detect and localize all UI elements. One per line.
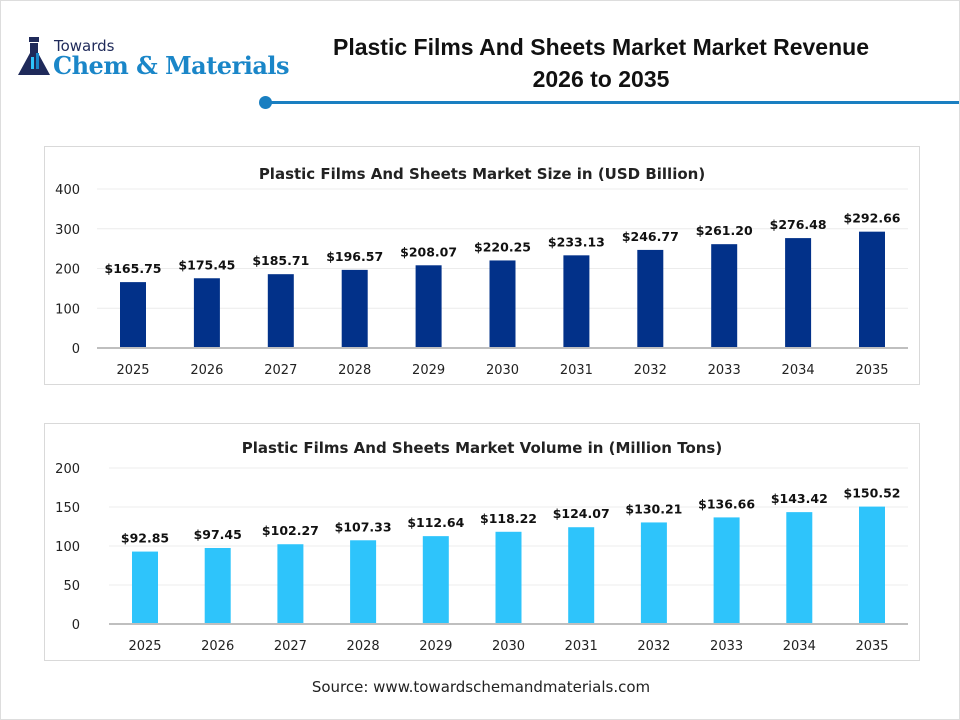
title-line2: 2026 to 2035 xyxy=(532,66,670,92)
bar xyxy=(637,249,664,348)
bar xyxy=(193,278,220,348)
divider-dot xyxy=(259,96,272,109)
x-tick-label: 2028 xyxy=(347,639,380,654)
y-tick-label: 200 xyxy=(55,263,80,278)
divider-line xyxy=(266,101,959,104)
data-label: $220.25 xyxy=(474,239,531,254)
y-tick-label: 100 xyxy=(55,540,80,555)
x-tick-label: 2035 xyxy=(855,363,888,378)
x-tick-label: 2035 xyxy=(855,639,888,654)
bar xyxy=(350,540,377,624)
y-tick-label: 150 xyxy=(55,501,80,516)
data-label: $124.07 xyxy=(553,506,610,521)
x-tick-label: 2025 xyxy=(128,639,161,654)
data-label: $246.77 xyxy=(622,229,679,244)
x-tick-label: 2028 xyxy=(338,363,371,378)
x-tick-label: 2026 xyxy=(190,363,223,378)
bar xyxy=(489,260,516,348)
logo: Towards Chem & Materials xyxy=(17,35,290,80)
bar xyxy=(563,255,590,348)
x-tick-label: 2033 xyxy=(708,363,741,378)
y-tick-label: 400 xyxy=(55,183,80,198)
data-label: $102.27 xyxy=(262,523,319,538)
x-tick-label: 2026 xyxy=(201,639,234,654)
data-label: $165.75 xyxy=(105,261,162,276)
bar xyxy=(132,551,158,624)
data-label: $233.13 xyxy=(548,234,605,249)
chart-title: Plastic Films And Sheets Market Volume i… xyxy=(242,439,722,457)
bar xyxy=(859,231,885,348)
data-label: $130.21 xyxy=(625,501,682,516)
x-tick-label: 2025 xyxy=(116,363,149,378)
x-tick-label: 2031 xyxy=(565,639,598,654)
bar xyxy=(267,274,294,348)
chart-market-volume: Plastic Films And Sheets Market Volume i… xyxy=(44,423,920,661)
x-tick-label: 2032 xyxy=(637,639,670,654)
logo-line1: Towards xyxy=(54,37,115,55)
chart-title: Plastic Films And Sheets Market Size in … xyxy=(259,165,705,183)
title-line1: Plastic Films And Sheets Market Market R… xyxy=(332,34,869,60)
x-tick-label: 2034 xyxy=(782,363,815,378)
logo-line2: Chem & Materials xyxy=(53,51,290,80)
data-label: $261.20 xyxy=(696,223,753,238)
y-tick-label: 0 xyxy=(72,342,80,357)
bar xyxy=(785,238,812,348)
x-tick-label: 2034 xyxy=(783,639,816,654)
source-text: Source: www.towardschemandmaterials.com xyxy=(311,678,651,696)
data-label: $175.45 xyxy=(178,257,235,272)
bar xyxy=(120,282,146,348)
bar xyxy=(495,531,522,624)
bar xyxy=(786,512,813,624)
flask-icon xyxy=(18,37,50,75)
y-tick-label: 100 xyxy=(55,302,80,317)
x-tick-label: 2032 xyxy=(634,363,667,378)
page-title: Plastic Films And Sheets Market Market R… xyxy=(281,31,921,95)
data-label: $92.85 xyxy=(121,531,169,546)
x-tick-label: 2030 xyxy=(486,363,519,378)
y-tick-label: 0 xyxy=(72,618,80,633)
data-label: $185.71 xyxy=(252,253,309,268)
x-tick-label: 2027 xyxy=(264,363,297,378)
bar xyxy=(341,269,368,348)
data-label: $118.22 xyxy=(480,511,537,526)
data-label: $150.52 xyxy=(844,486,901,501)
x-tick-label: 2033 xyxy=(710,639,743,654)
data-label: $276.48 xyxy=(770,217,827,232)
bar xyxy=(422,536,449,624)
x-tick-label: 2030 xyxy=(492,639,525,654)
bar xyxy=(713,517,740,624)
bar xyxy=(277,544,304,624)
bar xyxy=(640,522,667,624)
bar xyxy=(711,244,738,348)
bar xyxy=(859,506,885,624)
x-tick-label: 2027 xyxy=(274,639,307,654)
x-tick-label: 2031 xyxy=(560,363,593,378)
data-label: $208.07 xyxy=(400,244,457,259)
bar xyxy=(415,265,442,348)
x-tick-label: 2029 xyxy=(412,363,445,378)
x-tick-label: 2029 xyxy=(419,639,452,654)
data-label: $292.66 xyxy=(844,211,901,226)
y-tick-label: 300 xyxy=(55,223,80,238)
y-tick-label: 50 xyxy=(63,579,80,594)
data-label: $196.57 xyxy=(326,249,383,264)
data-label: $143.42 xyxy=(771,491,828,506)
data-label: $97.45 xyxy=(194,527,242,542)
data-label: $112.64 xyxy=(407,515,464,530)
y-tick-label: 200 xyxy=(55,462,80,477)
bar xyxy=(568,527,595,624)
data-label: $107.33 xyxy=(335,519,392,534)
bar xyxy=(204,547,231,624)
chart-market-size: Plastic Films And Sheets Market Size in … xyxy=(44,146,920,385)
data-label: $136.66 xyxy=(698,496,755,511)
